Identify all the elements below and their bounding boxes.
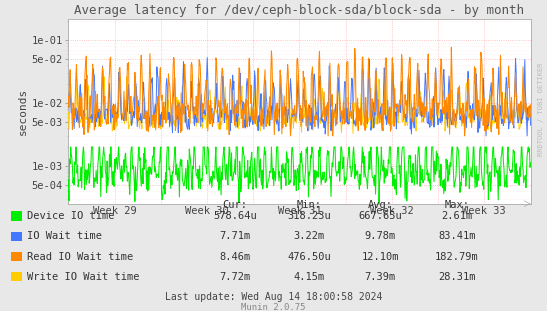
Text: IO Wait time: IO Wait time — [27, 231, 102, 241]
Text: 9.78m: 9.78m — [364, 231, 396, 241]
Text: Munin 2.0.75: Munin 2.0.75 — [241, 304, 306, 311]
Text: 2.61m: 2.61m — [441, 211, 473, 221]
Text: Avg:: Avg: — [368, 200, 393, 210]
Text: 667.65u: 667.65u — [358, 211, 402, 221]
Text: 318.23u: 318.23u — [287, 211, 331, 221]
Text: Min:: Min: — [296, 200, 322, 210]
Text: Device IO time: Device IO time — [27, 211, 115, 221]
Text: Max:: Max: — [444, 200, 469, 210]
Text: 7.72m: 7.72m — [219, 272, 251, 282]
Text: 12.10m: 12.10m — [362, 252, 399, 262]
Text: 182.79m: 182.79m — [435, 252, 479, 262]
Text: Write IO Wait time: Write IO Wait time — [27, 272, 140, 282]
Text: Read IO Wait time: Read IO Wait time — [27, 252, 133, 262]
Text: 28.31m: 28.31m — [438, 272, 475, 282]
Text: 8.46m: 8.46m — [219, 252, 251, 262]
Text: 476.50u: 476.50u — [287, 252, 331, 262]
Y-axis label: seconds: seconds — [18, 88, 27, 135]
Text: 4.15m: 4.15m — [293, 272, 325, 282]
Text: Cur:: Cur: — [223, 200, 248, 210]
Text: Last update: Wed Aug 14 18:00:58 2024: Last update: Wed Aug 14 18:00:58 2024 — [165, 292, 382, 302]
Text: RRDTOOL / TOBI OETIKER: RRDTOOL / TOBI OETIKER — [538, 62, 544, 156]
Text: 7.39m: 7.39m — [364, 272, 396, 282]
Text: 83.41m: 83.41m — [438, 231, 475, 241]
Title: Average latency for /dev/ceph-block-sda/block-sda - by month: Average latency for /dev/ceph-block-sda/… — [74, 4, 525, 17]
Text: 3.22m: 3.22m — [293, 231, 325, 241]
Text: 578.64u: 578.64u — [213, 211, 257, 221]
Text: 7.71m: 7.71m — [219, 231, 251, 241]
